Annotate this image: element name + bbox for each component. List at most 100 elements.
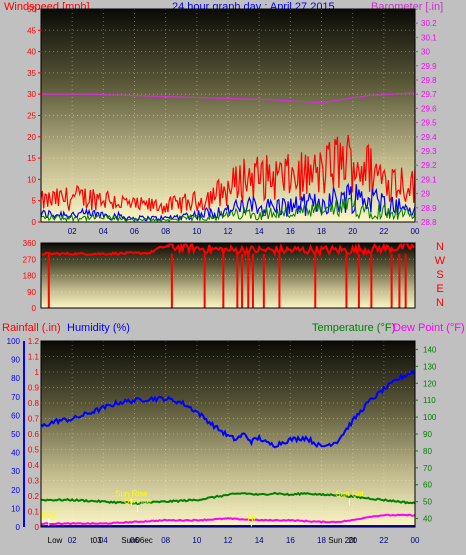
rain-y-tick-label: 0.5 xyxy=(28,446,40,455)
temp-x-tick-label: 02 xyxy=(68,536,77,545)
humidity-y-tick-label: 50 xyxy=(11,430,20,439)
direction-y-tick-label: 360 xyxy=(23,239,37,248)
wind-x-tick-label: 00 xyxy=(411,227,420,236)
humidity-y-tick-label: 60 xyxy=(11,411,20,420)
rain-y-tick-label: 1.1 xyxy=(28,353,40,362)
baro-y-tick-label: 29.4 xyxy=(421,133,437,142)
wind-y-tick-label: 15 xyxy=(27,154,36,163)
wind-x-tick-label: 12 xyxy=(224,227,233,236)
wind-x-tick-label: 06 xyxy=(130,227,139,236)
baro-y-tick-label: 29.9 xyxy=(421,62,437,71)
wind-x-tick-label: 14 xyxy=(255,227,264,236)
wind-x-tick-label: 16 xyxy=(286,227,295,236)
compass-label: E xyxy=(436,283,443,295)
baro-y-tick-label: 29.7 xyxy=(421,90,437,99)
wind-x-tick-label: 20 xyxy=(348,227,357,236)
rain-axis-title: Rainfall (.in) xyxy=(2,322,61,334)
temp-y-tick-label: 60 xyxy=(423,481,432,490)
rain-y-tick-label: 0.2 xyxy=(28,492,40,501)
baro-y-tick-label: 29.1 xyxy=(421,175,437,184)
annotation-label: Sun Set xyxy=(335,490,364,499)
temp-y-tick-label: 130 xyxy=(423,362,437,371)
rain-y-tick-label: 0 xyxy=(35,523,40,532)
temp-y-tick-label: 70 xyxy=(423,464,432,473)
windspeed-line xyxy=(41,182,415,222)
baro-y-tick-label: 29.8 xyxy=(421,76,437,85)
wind-y-tick-label: 50 xyxy=(27,5,36,14)
wind-x-tick-label: 10 xyxy=(192,227,201,236)
humidity-y-tick-label: 90 xyxy=(11,356,20,365)
wind-series-layer xyxy=(41,92,415,222)
wind-x-tick-label: 08 xyxy=(161,227,170,236)
temp-x-tick-label: 06 xyxy=(130,536,139,545)
temp-x-tick-label: 14 xyxy=(255,536,264,545)
temp-y-tick-label: 50 xyxy=(423,498,432,507)
event-time-label: t03 xyxy=(90,536,102,545)
rain-y-tick-label: 0.7 xyxy=(28,415,40,424)
wind-y-tick-label: 25 xyxy=(27,112,36,121)
direction-y-tick-label: 270 xyxy=(23,255,37,264)
compass-label: W xyxy=(435,255,446,267)
wind-x-tick-label: 18 xyxy=(317,227,326,236)
humidity-y-tick-label: 20 xyxy=(11,486,20,495)
wind-axes: 0 5 10 15 20 25 30 35 40 45 50 28.8 28.9 29 29.1 29.2 29… xyxy=(27,5,437,236)
temp-y-tick-label: 120 xyxy=(423,379,437,388)
baro-y-tick-label: 30.2 xyxy=(421,19,437,28)
temp-x-tick-label: 18 xyxy=(317,536,326,545)
baro-y-tick-label: 29.2 xyxy=(421,161,437,170)
rain-y-tick-label: 1 xyxy=(35,368,40,377)
baro-y-tick-label: 28.9 xyxy=(421,204,437,213)
baro-y-tick-label: 29.3 xyxy=(421,147,437,156)
wind-y-tick-label: 30 xyxy=(27,90,36,99)
humidity-y-tick-label: 0 xyxy=(16,523,21,532)
temp-y-tick-label: 140 xyxy=(423,345,437,354)
rain-y-tick-label: 0.4 xyxy=(28,461,40,470)
dew-axis-title: Dew Point (°F) xyxy=(393,322,465,334)
wind-x-tick-label: 04 xyxy=(99,227,108,236)
rain-y-tick-label: 0.9 xyxy=(28,384,40,393)
humidity-y-tick-label: 40 xyxy=(11,449,20,458)
temp-x-tick-label: 16 xyxy=(286,536,295,545)
humidity-y-tick-label: 30 xyxy=(11,467,20,476)
direction-y-tick-label: 0 xyxy=(32,304,37,313)
event-time-label: Low xyxy=(48,536,63,545)
temp-y-tick-label: 90 xyxy=(423,430,432,439)
humidity-line xyxy=(41,369,415,449)
rain-y-tick-label: 1.2 xyxy=(28,337,40,346)
wind-y-tick-label: 20 xyxy=(27,133,36,142)
gust-line xyxy=(41,134,415,214)
humidity-axis-title: Humidity (%) xyxy=(67,322,130,334)
dewpoint-line xyxy=(41,513,415,526)
barometer-line xyxy=(41,92,415,104)
direction-y-tick-label: 180 xyxy=(23,272,37,281)
compass-label: N xyxy=(436,241,444,253)
wind-y-tick-label: 45 xyxy=(27,26,36,35)
temp-y-tick-label: 40 xyxy=(423,515,432,524)
compass-label: N xyxy=(436,297,444,309)
temp-y-tick-label: 110 xyxy=(423,396,436,405)
baro-y-tick-label: 30.1 xyxy=(421,33,437,42)
temp-axes: 0 0.1 0.2 0.3 0.4 0.5 0.6 0.7 0.8 0.9 1 1.1 1.2 0 10 20… xyxy=(7,337,437,545)
temp-x-tick-label: 20 xyxy=(348,536,357,545)
compass-label: S xyxy=(436,269,443,281)
temp-x-tick-label: 00 xyxy=(411,536,420,545)
humidity-y-tick-label: 10 xyxy=(11,504,20,513)
baro-y-tick-label: 29.6 xyxy=(421,104,437,113)
rain-y-tick-label: 0.3 xyxy=(28,477,40,486)
rain-y-tick-label: 0.1 xyxy=(28,508,40,517)
wind-x-tick-label: 22 xyxy=(379,227,388,236)
wind-y-tick-label: 10 xyxy=(27,175,36,184)
rain-y-tick-label: 0.8 xyxy=(28,399,40,408)
humidity-y-tick-label: 70 xyxy=(11,393,20,402)
wind-y-tick-label: 35 xyxy=(27,69,36,78)
event-time-label: Sun 20t xyxy=(328,536,356,545)
direction-series-layer xyxy=(41,243,415,308)
temp-x-tick-label: 22 xyxy=(379,536,388,545)
wind-y-tick-label: 5 xyxy=(32,197,37,206)
temp-x-tick-label: 08 xyxy=(161,536,170,545)
annotation-label: Low xyxy=(41,510,56,519)
annotation-label: Sun Rise xyxy=(115,490,148,499)
